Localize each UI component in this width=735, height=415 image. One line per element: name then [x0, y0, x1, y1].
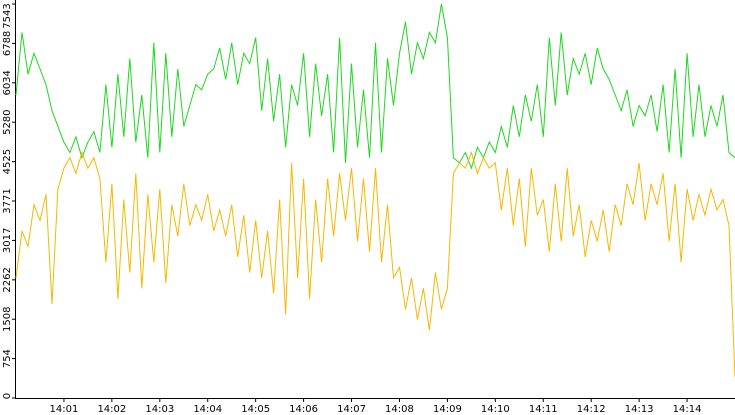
x-tick-label: 14:05 — [241, 404, 270, 415]
x-tick-label: 14:14 — [673, 404, 702, 415]
x-tick-label: 14:10 — [481, 404, 510, 415]
y-tick-label: 6788 — [2, 31, 13, 56]
y-tick-label: 3017 — [2, 228, 13, 253]
x-tick-label: 14:02 — [97, 404, 126, 415]
y-tick-label: 754 — [2, 349, 13, 368]
x-tick-label: 14:06 — [289, 404, 318, 415]
x-tick-label: 14:13 — [625, 404, 654, 415]
x-tick-label: 14:08 — [385, 404, 414, 415]
x-tick-label: 14:04 — [193, 404, 222, 415]
x-tick-label: 14:12 — [577, 404, 606, 415]
y-tick-label: 1508 — [2, 307, 13, 332]
x-tick-label: 14:01 — [50, 404, 79, 415]
y-tick-label: 4525 — [2, 149, 13, 174]
x-tick-label: 14:03 — [145, 404, 174, 415]
x-tick-label: 14:11 — [529, 404, 558, 415]
y-tick-label: 6034 — [2, 70, 13, 95]
y-tick-label: 2262 — [2, 267, 13, 292]
x-tick-label: 14:09 — [433, 404, 462, 415]
series-line — [15, 3, 735, 170]
x-tick-label: 14:07 — [337, 404, 366, 415]
y-tick-label: 7543 — [2, 3, 13, 28]
series-line — [15, 150, 735, 378]
y-tick-label: 0 — [2, 393, 13, 399]
y-tick-label: 3771 — [2, 188, 13, 213]
y-tick-label: 5280 — [2, 109, 13, 134]
